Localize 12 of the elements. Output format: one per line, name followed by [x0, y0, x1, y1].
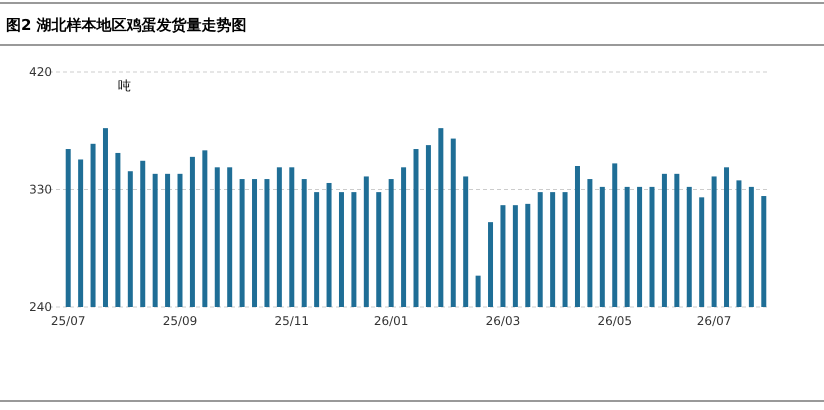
x-tick-label: 25/07	[50, 314, 86, 328]
x-tick-label: 26/05	[597, 314, 632, 328]
chart-title: 图2 湖北样本地区鸡蛋发货量走势图	[6, 16, 247, 34]
y-tick-label: 240	[29, 300, 52, 314]
y-tick-label: 420	[29, 65, 52, 79]
y-axis-title: 吨	[118, 79, 131, 94]
x-tick-label: 26/03	[486, 314, 520, 328]
y-tick-label: 330	[29, 182, 52, 196]
x-tick-label: 25/11	[274, 314, 310, 328]
x-tick-label: 26/07	[696, 314, 732, 328]
x-tick-label: 26/01	[374, 314, 408, 328]
x-tick-label: 25/09	[162, 314, 198, 328]
